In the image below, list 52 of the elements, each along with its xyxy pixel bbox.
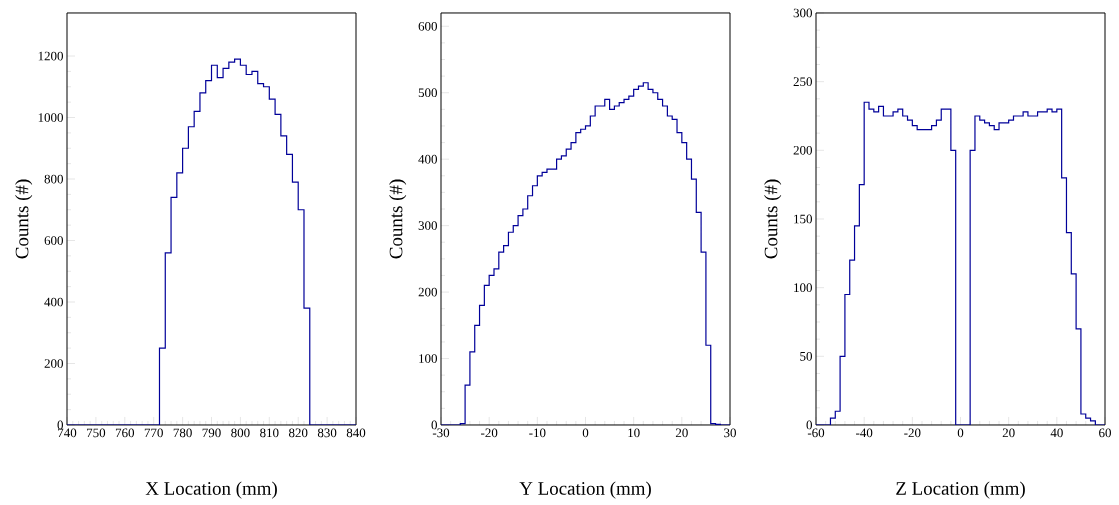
x-tick-label: 800 [231, 428, 250, 438]
x-tick-label: 830 [317, 428, 337, 438]
y-axis-title: Counts (#) [15, 179, 33, 259]
x-tick-label: 820 [289, 428, 308, 438]
y-tick-label: 800 [44, 174, 63, 184]
x-tick-label: 740 [58, 428, 77, 438]
y-tick-label: 0 [57, 420, 63, 430]
x-axis-title: Y Location (mm) [519, 481, 651, 499]
y-tick-label: 300 [793, 8, 812, 18]
x-tick-label: 770 [144, 428, 163, 438]
x-tick-label: -30 [432, 428, 450, 438]
x-tick-label: 10 [628, 428, 640, 438]
y-axis-title: Counts (#) [764, 179, 782, 259]
y-tick-label: 200 [418, 287, 437, 297]
x-tick-label: 840 [346, 428, 366, 438]
x-tick-label: 60 [1099, 428, 1111, 438]
y-tick-label: 600 [418, 21, 437, 31]
x-axis-title: Z Location (mm) [896, 481, 1025, 499]
y-tick-label: 50 [800, 351, 812, 361]
y-tick-label: 250 [793, 77, 812, 87]
y-tick-label: 300 [418, 221, 437, 230]
x-tick-label: -60 [807, 428, 825, 438]
y-tick-label: 400 [44, 297, 63, 307]
y-tick-label: 150 [794, 214, 812, 224]
x-tick-label: 810 [260, 428, 279, 438]
x-tick-label: 20 [1002, 428, 1015, 438]
x-tick-label: 40 [1050, 428, 1063, 438]
y-tick-label: 0 [431, 420, 437, 430]
x-tick-label: 750 [87, 428, 106, 438]
y-tick-label: 200 [793, 145, 812, 155]
x-axis-title: X Location (mm) [145, 481, 277, 499]
x-tick-label: 30 [724, 428, 736, 438]
x-tick-label: 0 [582, 428, 589, 438]
x-tick-label: -20 [481, 428, 498, 438]
y-tick-label: 200 [44, 359, 63, 368]
x-tick-label: 760 [115, 428, 135, 438]
y-tick-label: 600 [44, 236, 63, 245]
y-tick-label: 0 [806, 420, 812, 430]
x-tick-label: -10 [529, 428, 546, 438]
y-tick-label: 100 [794, 283, 812, 293]
y-tick-label: 1200 [38, 51, 63, 61]
x-tick-label: -20 [904, 428, 921, 438]
x-tick-label: 790 [202, 428, 221, 438]
x-tick-label: 20 [675, 428, 688, 438]
y-axis-title: Counts (#) [389, 179, 407, 259]
y-tick-label: 1000 [38, 113, 63, 122]
x-tick-label: 0 [957, 428, 964, 438]
y-tick-label: 400 [418, 154, 437, 164]
x-tick-label: 780 [173, 428, 192, 438]
x-tick-label: -40 [856, 428, 873, 438]
y-tick-label: 100 [419, 354, 437, 363]
y-tick-label: 500 [418, 88, 437, 98]
